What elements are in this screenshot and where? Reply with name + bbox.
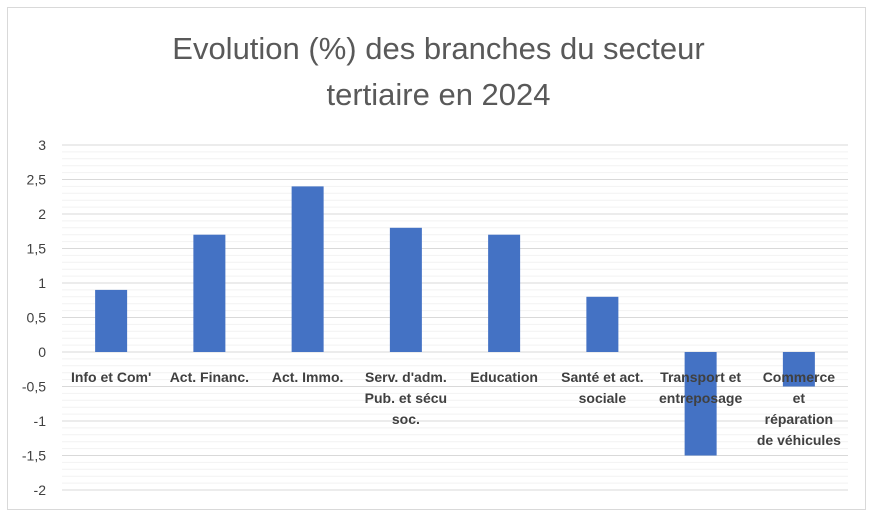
y-tick-label: 0,5 — [27, 310, 47, 326]
bar — [586, 296, 619, 352]
category-label: Info et Com' — [71, 369, 151, 385]
bar — [389, 227, 422, 352]
chart-frame — [7, 7, 866, 510]
category-label: de véhicules — [757, 432, 841, 448]
category-label: entreposage — [659, 390, 742, 406]
category-label: Serv. d'adm. — [365, 369, 447, 385]
bar — [193, 234, 226, 352]
category-label: soc. — [392, 411, 420, 427]
bar — [488, 234, 521, 352]
y-tick-label: -1 — [34, 413, 47, 429]
category-label: Act. Immo. — [272, 369, 344, 385]
major-gridlines — [62, 144, 848, 491]
category-label: Transport et — [660, 369, 741, 385]
y-tick-label: -1,5 — [22, 448, 46, 464]
y-tick-label: 1 — [38, 275, 46, 291]
chart-title: Evolution (%) des branches du secteur te… — [0, 26, 871, 118]
bar — [684, 352, 717, 456]
category-label: Education — [470, 369, 538, 385]
bar — [95, 289, 128, 352]
bar — [291, 186, 324, 352]
y-tick-label: 1,5 — [27, 241, 47, 257]
category-labels: Info et Com' Act. Financ. Act. Immo. Serv. … — [71, 369, 841, 448]
y-tick-label: -2 — [34, 482, 47, 498]
category-label: et — [793, 390, 806, 406]
y-axis-tick-labels: 3 2,5 2 1,5 1 0,5 0 -0,5 -1 -1,5 -2 — [22, 137, 46, 498]
category-label: sociale — [579, 390, 627, 406]
chart-title-line-1: Evolution (%) des branches du secteur — [172, 31, 705, 66]
y-tick-label: 2 — [38, 206, 46, 222]
chart-title-line-2: tertiaire en 2024 — [326, 77, 551, 112]
y-tick-label: 2,5 — [27, 172, 47, 188]
category-label: Commerce — [763, 369, 836, 385]
y-tick-label: 0 — [38, 344, 46, 360]
bars — [95, 186, 815, 456]
category-label: Santé et act. — [561, 369, 643, 385]
minor-gridlines — [62, 151, 848, 484]
bar — [782, 352, 815, 387]
y-tick-label: -0,5 — [22, 379, 46, 395]
category-label: Pub. et sécu — [365, 390, 447, 406]
category-label: réparation — [765, 411, 833, 427]
category-label: Act. Financ. — [170, 369, 249, 385]
y-tick-label: 3 — [38, 137, 46, 153]
